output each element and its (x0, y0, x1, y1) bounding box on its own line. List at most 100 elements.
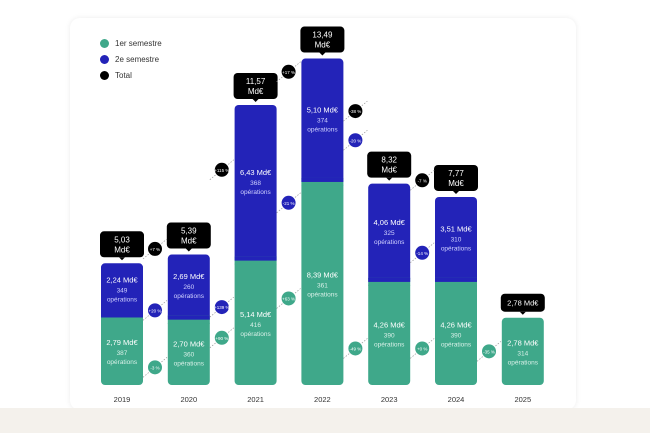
total-label: 5,39 (181, 227, 197, 236)
total-label: 13,49 (312, 31, 333, 40)
label-2e-ops-word: opérations (374, 239, 405, 246)
label-2e-ops: 260 (183, 284, 194, 291)
total-callout (367, 151, 412, 178)
label-1er-ops-word: opérations (174, 360, 205, 367)
total-callout (166, 222, 211, 249)
change-1er-bubble (348, 341, 363, 356)
total-callout (100, 231, 144, 258)
bar-1er-semestre (101, 317, 143, 385)
year-label: 2025 (514, 395, 531, 404)
legend-label: 1er semestre (115, 39, 162, 48)
bar-2e-semestre (435, 196, 477, 282)
change-total-bubble-text: -38 % (350, 109, 362, 114)
label-1er-ops-word: opérations (307, 291, 338, 298)
total-label-unit: Md€ (181, 237, 197, 246)
label-1er-ops-word: opérations (508, 359, 539, 366)
total-label-unit: Md€ (114, 245, 130, 254)
change-2e-bubble-text: +139 % (214, 305, 229, 310)
change-total-bubble-text: +115 % (214, 168, 229, 173)
label-2e-value: 4,06 Md€ (374, 218, 406, 227)
label-2e-ops: 368 (250, 180, 261, 187)
change-2e-bubble-text: -14 % (416, 251, 428, 256)
year-label: 2021 (247, 395, 264, 404)
legend-label: Total (115, 71, 132, 80)
change-2e-bubble (281, 195, 296, 210)
change-2e-bubble (348, 133, 363, 148)
footer-strip (0, 408, 650, 433)
change-1er-bubble-text: -3 % (150, 365, 159, 370)
total-callout (500, 293, 545, 312)
bar-1er-semestre (234, 260, 277, 385)
label-1er-ops: 416 (250, 322, 261, 329)
bar-2e-semestre (234, 105, 277, 261)
change-1er-bubble-text: -49 % (350, 346, 362, 351)
label-2e-ops-word: opérations (240, 189, 271, 196)
label-2e-ops: 349 (117, 287, 128, 294)
bar-2e-semestre (167, 254, 210, 320)
label-1er-value: 4,26 Md€ (374, 320, 406, 329)
legend-swatch (100, 71, 109, 80)
legend-item-1er: 1er semestre (100, 39, 162, 48)
year-label: 2023 (381, 395, 398, 404)
change-total-bubble-text: +7 % (150, 247, 160, 252)
label-1er-ops: 314 (517, 350, 528, 357)
change-2e-bubble-text: +20 % (149, 308, 162, 313)
label-1er-value: 2,79 Md€ (106, 338, 138, 347)
year-label: 2019 (114, 395, 131, 404)
total-callout (300, 26, 345, 53)
legend-item-2e: 2e semestre (100, 55, 159, 64)
label-2e-value: 5,10 Md€ (307, 105, 339, 114)
change-1er-bubble (281, 291, 296, 306)
total-label: 2,78 Md€ (507, 299, 539, 308)
label-1er-ops: 387 (117, 350, 128, 357)
bar-2e-semestre (301, 58, 344, 182)
legend-label: 2e semestre (115, 55, 160, 64)
change-2e-bubble-text: -21 % (283, 201, 295, 206)
label-1er-ops: 361 (317, 282, 328, 289)
change-total-bubble (281, 64, 296, 79)
bar-2e-semestre (368, 183, 411, 282)
change-1er-bubble (214, 330, 229, 345)
change-total-bubble (415, 173, 430, 188)
label-1er-ops-word: opérations (240, 331, 271, 338)
change-1er-bubble (482, 344, 496, 359)
label-2e-value: 6,43 Md€ (240, 168, 272, 177)
label-2e-value: 3,51 Md€ (440, 224, 472, 233)
change-1er-bubble-text: +90 % (215, 336, 228, 341)
legend-swatch (100, 55, 109, 64)
label-1er-value: 5,14 Md€ (240, 310, 272, 319)
year-label: 2020 (180, 395, 197, 404)
label-1er-ops-word: opérations (107, 359, 138, 366)
total-callout (233, 73, 278, 100)
bar-1er-semestre (167, 319, 210, 385)
label-2e-ops-word: opérations (174, 293, 205, 300)
change-2e-bubble-text: -20 % (350, 138, 362, 143)
year-label: 2022 (314, 395, 331, 404)
change-2e-bubble (214, 300, 229, 315)
label-2e-ops: 374 (317, 117, 328, 124)
total-callout (434, 164, 478, 191)
label-2e-value: 2,24 Md€ (106, 275, 138, 284)
label-2e-ops-word: opérations (307, 126, 338, 133)
legend-swatch (100, 39, 109, 48)
total-label: 5,03 (114, 235, 130, 244)
change-1er-bubble-text: -35 % (483, 349, 495, 354)
total-label: 11,57 (246, 77, 266, 86)
label-2e-ops: 325 (384, 230, 395, 237)
total-label-unit: Md€ (315, 41, 331, 50)
year-label: 2024 (448, 395, 465, 404)
total-label-unit: Md€ (248, 87, 264, 96)
change-total-bubble (348, 104, 363, 119)
change-1er-bubble (148, 360, 162, 375)
change-2e-bubble (415, 245, 430, 260)
change-total-bubble-text: -7 % (418, 178, 427, 183)
change-total-bubble (148, 241, 162, 256)
bar-1er-semestre (501, 317, 544, 385)
label-2e-ops-word: opérations (441, 245, 472, 252)
bar-1er-semestre (301, 181, 344, 385)
change-1er-bubble-text: +0 % (417, 346, 427, 351)
change-total-bubble-text: +17 % (282, 70, 295, 75)
change-total-bubble (214, 162, 229, 177)
change-2e-bubble (148, 303, 162, 318)
total-label-unit: Md€ (448, 179, 464, 188)
